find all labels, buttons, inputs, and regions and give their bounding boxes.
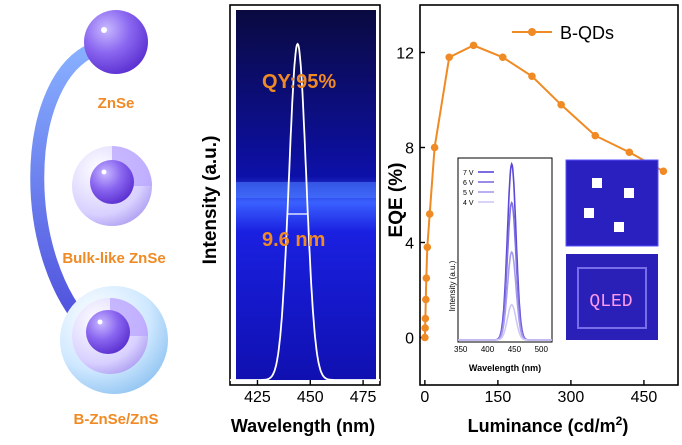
eqe-data-point [430, 143, 439, 152]
eqe-y-tick-label: 0 [405, 331, 414, 348]
middle-x-tick-label: 425 [244, 389, 271, 406]
inset-x-axis-title: Wavelength (nm) [469, 363, 541, 373]
inset-legend-label: 6 V [463, 180, 474, 187]
label-b-znse-zns: B-ZnSe/ZnS [74, 411, 159, 428]
eqe-data-point [445, 53, 454, 62]
eqe-data-point [557, 100, 565, 109]
pl-emission-peak [230, 42, 380, 381]
inset-x-tick-label: 500 [535, 345, 549, 354]
eqe-data-point [625, 148, 634, 157]
device-photo-qled: QLED [566, 254, 658, 340]
eqe-plot-frame [419, 4, 679, 386]
inset-x-tick-label: 450 [508, 345, 522, 354]
eqe-series-line [423, 44, 664, 338]
synthesis-arrow [30, 45, 97, 337]
eqe-data-point [421, 333, 429, 342]
eqe-data-point [659, 167, 668, 176]
fwhm-annotation: 9.6 nm [262, 229, 325, 251]
label-znse: ZnSe [98, 95, 135, 112]
eqe-data-point [425, 210, 434, 218]
legend-label: B-QDs [560, 23, 614, 43]
middle-x-tick-label: 450 [297, 389, 324, 406]
eqe-data-point [469, 41, 478, 50]
eqe-x-tick-label: 150 [485, 389, 512, 406]
eqe-data-point [422, 295, 430, 304]
inset-series-line [458, 303, 552, 341]
pl-spectrum-panel: QY:95% 9.6 nm 425 450 475 Intensity (a.u.)… [200, 4, 381, 436]
middle-x-axis-title: Wavelength (nm) [231, 416, 375, 436]
bulk-like-znse-sphere [72, 146, 152, 226]
inset-y-axis-title: Intensity (a.u.) [448, 260, 457, 311]
middle-y-axis-title: Intensity (a.u.) [200, 136, 221, 265]
znse-core-sphere [84, 10, 148, 74]
eqe-y-tick-label: 12 [396, 46, 414, 63]
eqe-y-tick-label: 4 [405, 236, 414, 253]
legend-marker [528, 28, 536, 36]
eqe-data-point [422, 274, 431, 282]
inset-legend-label: 5 V [463, 190, 474, 197]
eqe-x-tick-label: 0 [420, 389, 429, 406]
inset-legend-label: 7 V [463, 170, 474, 177]
inset-legend-label: 4 V [463, 200, 474, 207]
eqe-y-axis-title: EQE (%) [386, 163, 407, 238]
middle-x-ticks: 425 450 475 [244, 380, 377, 406]
eqe-data-point [498, 53, 507, 62]
eqe-chart: 0 150 300 450 0 4 8 12 B-QDs EQE (%) Luminance … [386, 4, 679, 436]
plot-frame [229, 4, 381, 386]
eqe-data-point [423, 243, 432, 252]
device-photo-pixels [565, 159, 659, 247]
el-spectrum-inset: 7 V 6 V 5 V 4 V 350 400 450 500 Intensity (a.u… [448, 157, 553, 373]
synthesis-schematic: ZnSe Bulk-like ZnSe B-ZnSe/ZnS [30, 10, 168, 428]
eqe-y-tick-label: 8 [405, 141, 414, 158]
qled-label: QLED [589, 292, 632, 312]
inset-x-tick-label: 400 [481, 345, 495, 354]
eqe-x-axis-title: Luminance (cd/m2) [468, 414, 629, 436]
label-bulk-like-znse: Bulk-like ZnSe [62, 250, 165, 267]
b-znse-zns-sphere [60, 286, 168, 394]
eqe-data-point [421, 314, 430, 323]
inset-x-tick-label: 350 [454, 345, 468, 354]
qy-annotation: QY:95% [262, 71, 336, 93]
eqe-data-point [528, 72, 536, 81]
eqe-x-tick-label: 300 [558, 389, 585, 406]
eqe-x-tick-label: 450 [631, 389, 658, 406]
middle-x-tick-label: 475 [350, 389, 377, 406]
eqe-data-point [591, 131, 600, 140]
eqe-data-point [421, 324, 429, 332]
